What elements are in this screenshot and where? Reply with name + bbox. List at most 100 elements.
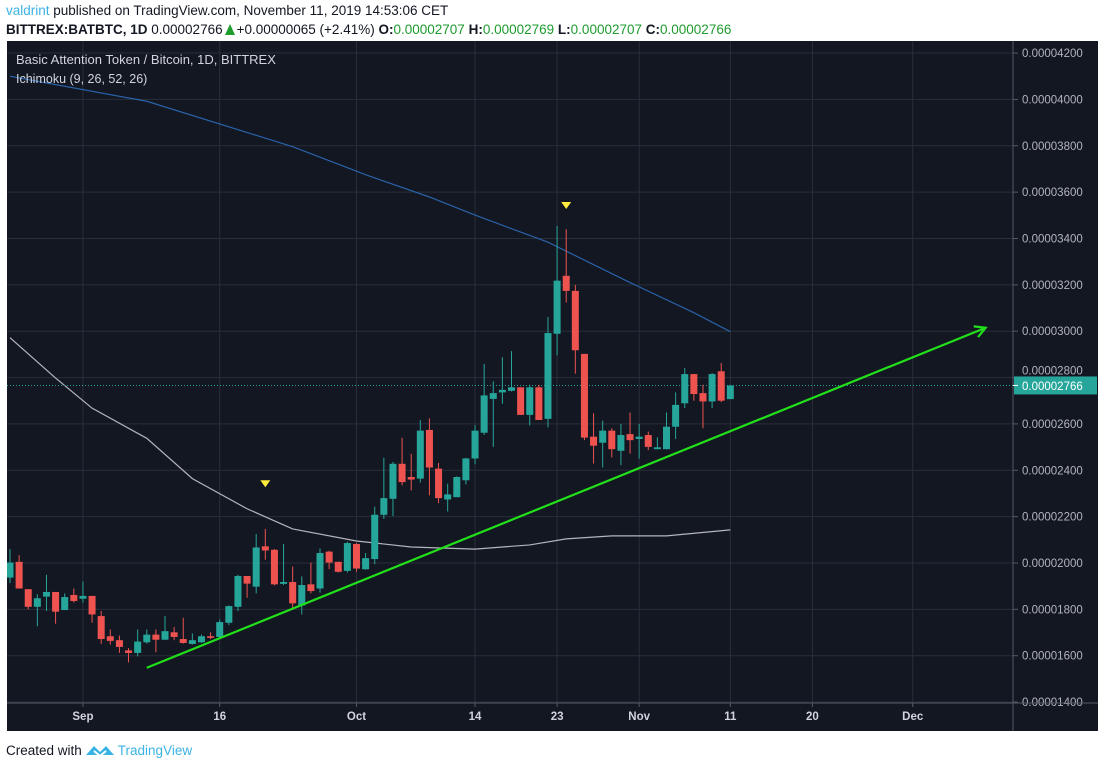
candle-up — [362, 558, 370, 570]
y-tick-label: 0.00001600 — [1022, 651, 1083, 663]
candle-up — [726, 385, 734, 400]
candle-up — [280, 582, 288, 584]
candle-down — [261, 546, 269, 551]
y-tick-label: 0.00003200 — [1022, 280, 1083, 292]
candle-up — [252, 547, 260, 587]
price-change: +0.00000065 (+2.41%) — [236, 22, 375, 37]
close-label: C: — [645, 22, 661, 37]
candle-down — [52, 591, 60, 612]
candle-up — [380, 498, 388, 515]
high-value: 0.00002769 — [482, 22, 555, 37]
candle-down — [307, 584, 315, 592]
footer: Created with TradingView — [6, 742, 192, 758]
x-tick-label: 20 — [806, 711, 819, 723]
candle-up — [453, 477, 461, 498]
candle-up — [672, 404, 680, 427]
candle-down — [88, 595, 96, 615]
candle-up — [61, 597, 69, 611]
candle-up — [216, 622, 224, 637]
candle-down — [398, 463, 406, 483]
candle-up — [480, 395, 488, 433]
candle-up — [653, 447, 661, 450]
y-tick-label: 0.00003800 — [1022, 141, 1083, 153]
x-tick-label: 16 — [213, 711, 226, 723]
candle-up — [161, 631, 169, 640]
candle-up — [663, 426, 671, 450]
candle-up — [343, 543, 351, 571]
tradingview-link[interactable]: TradingView — [117, 742, 193, 758]
x-tick-label: Nov — [628, 711, 650, 723]
plot-area — [7, 75, 1013, 669]
candle-down — [435, 468, 443, 499]
x-tick-label: Oct — [347, 711, 366, 723]
y-tick-label: 0.00002000 — [1022, 558, 1083, 570]
y-tick-label: 0.00002600 — [1022, 419, 1083, 431]
candle-up — [471, 430, 479, 459]
y-tick-label: 0.00002200 — [1022, 512, 1083, 524]
chart-pane[interactable] — [7, 41, 1098, 731]
candle-up — [7, 562, 14, 578]
candle-up — [599, 430, 607, 443]
triangle-up-icon — [224, 24, 235, 35]
candle-down — [106, 636, 114, 641]
candle-up — [197, 636, 205, 643]
candle-down — [425, 429, 433, 468]
candle-down — [571, 290, 579, 351]
candle-up — [462, 458, 470, 481]
candle-down — [352, 543, 360, 569]
candle-down — [152, 634, 160, 640]
x-tick-label: Sep — [72, 711, 93, 723]
y-tick-label: 0.00004000 — [1022, 94, 1083, 106]
indicator-label[interactable]: Ichimoku (9, 26, 52, 26) — [16, 72, 148, 86]
x-tick-label: Dec — [902, 711, 924, 723]
candle-down — [325, 551, 333, 563]
candle-up — [234, 575, 242, 607]
candle-down — [717, 371, 725, 401]
candle-up — [498, 389, 506, 393]
trendline-arrow-icon — [973, 325, 988, 338]
candle-down — [170, 632, 178, 637]
x-tick-label: 23 — [551, 711, 564, 723]
candle-up — [508, 387, 515, 391]
y-tick-label: 0.00002800 — [1022, 365, 1083, 377]
candle-up — [681, 374, 689, 404]
candle-down — [207, 636, 215, 638]
candle-down — [690, 374, 698, 395]
low-label: L: — [557, 22, 571, 37]
candle-down — [562, 275, 570, 291]
author-link[interactable]: valdrint — [6, 3, 50, 18]
candle-down — [289, 582, 297, 604]
candle-up — [79, 595, 87, 599]
publish-text: published on TradingView.com, November 1… — [49, 3, 449, 18]
y-tick-label: 0.00003000 — [1022, 326, 1083, 338]
candle-down — [243, 575, 251, 584]
candle-down — [535, 387, 543, 420]
y-tick-label: 0.00002400 — [1022, 465, 1083, 477]
candle-up — [544, 333, 552, 419]
candle-up — [708, 374, 716, 402]
candle-up — [635, 436, 643, 439]
candle-down — [70, 594, 78, 602]
candle-up — [188, 640, 196, 644]
last-price: 0.00002766 — [151, 22, 223, 37]
candle-up — [134, 641, 142, 653]
tradingview-logo-icon — [85, 746, 114, 758]
y-tick-label: 0.00003400 — [1022, 233, 1083, 245]
candle-up — [42, 591, 50, 597]
candle-down — [334, 561, 342, 572]
open-label: O: — [378, 22, 394, 37]
y-tick-label: 0.00003600 — [1022, 187, 1083, 199]
ichimoku-line — [9, 337, 731, 550]
triangle-down-marker-icon — [260, 480, 271, 488]
candle-up — [33, 598, 41, 607]
triangle-down-marker-icon — [561, 202, 572, 210]
chart-title: Basic Attention Token / Bitcoin, 1D, BIT… — [16, 52, 276, 67]
candle-up — [553, 280, 561, 334]
open-value: 0.00002707 — [393, 22, 465, 37]
candle-up — [316, 553, 324, 589]
publish-info: valdrint published on TradingView.com, N… — [6, 3, 448, 19]
x-tick-label: 14 — [469, 711, 482, 723]
candle-down — [15, 561, 23, 589]
candle-down — [179, 639, 187, 643]
